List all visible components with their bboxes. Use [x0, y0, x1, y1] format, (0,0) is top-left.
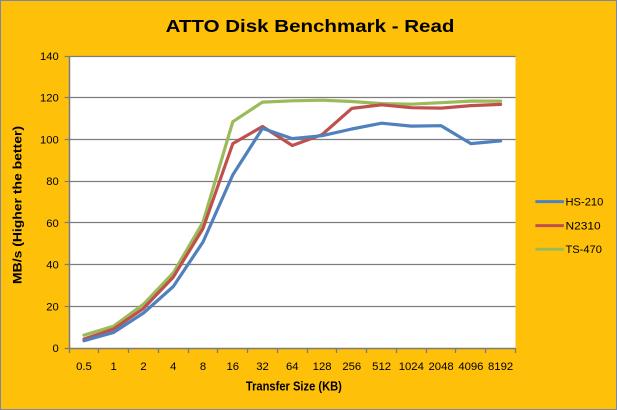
svg-text:8192: 8192: [488, 361, 513, 373]
svg-text:140: 140: [40, 51, 59, 63]
svg-text:120: 120: [40, 93, 59, 105]
svg-text:8: 8: [200, 361, 206, 373]
svg-text:100: 100: [40, 134, 59, 146]
svg-text:ATTO Disk Benchmark - Read: ATTO Disk Benchmark - Read: [166, 16, 455, 36]
svg-text:4: 4: [170, 361, 176, 373]
svg-text:128: 128: [313, 361, 332, 373]
svg-text:0: 0: [52, 343, 58, 355]
svg-text:Transfer Size (KB): Transfer Size (KB): [246, 378, 342, 393]
svg-text:1: 1: [111, 361, 117, 373]
svg-text:40: 40: [46, 260, 58, 272]
svg-text:TS-470: TS-470: [566, 244, 602, 256]
svg-text:20: 20: [46, 301, 58, 313]
svg-text:64: 64: [286, 361, 299, 373]
svg-text:80: 80: [46, 176, 58, 188]
svg-text:0.5: 0.5: [76, 361, 92, 373]
svg-text:N2310: N2310: [566, 221, 601, 233]
svg-text:MB/s (Higher the better): MB/s (Higher the better): [10, 126, 24, 284]
svg-text:256: 256: [342, 361, 361, 373]
svg-text:HS-210: HS-210: [566, 197, 604, 209]
svg-text:32: 32: [256, 361, 269, 373]
svg-text:512: 512: [372, 361, 391, 373]
svg-text:2: 2: [140, 361, 146, 373]
svg-text:16: 16: [227, 361, 240, 373]
svg-text:1024: 1024: [399, 361, 424, 373]
svg-text:2048: 2048: [429, 361, 454, 373]
svg-text:60: 60: [46, 218, 58, 230]
svg-text:4096: 4096: [458, 361, 483, 373]
